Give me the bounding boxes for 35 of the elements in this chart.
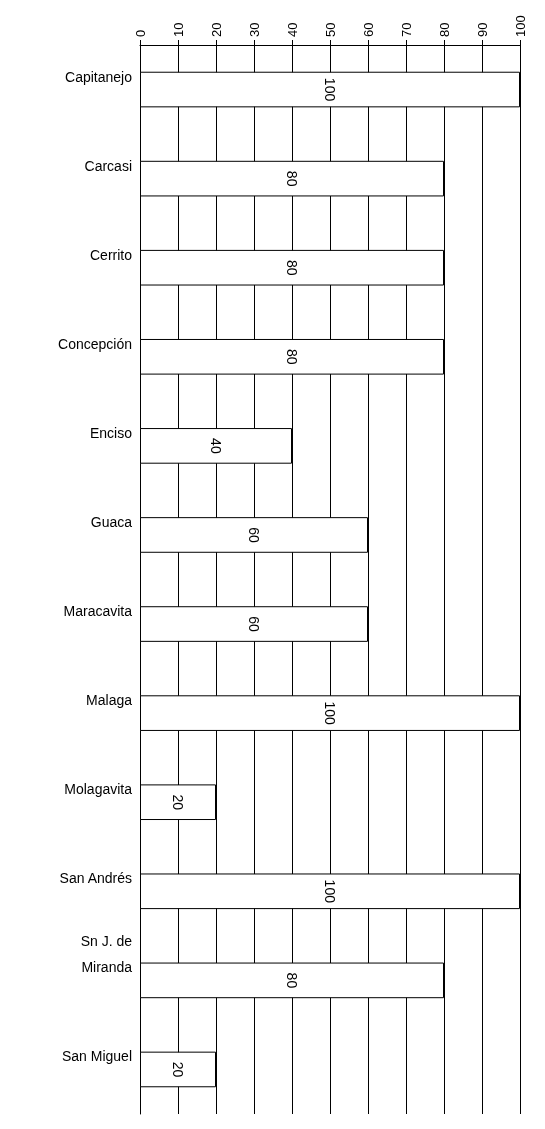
x-tick-label: 20	[208, 22, 224, 37]
y-tick-label: Enciso	[89, 424, 133, 441]
x-tick-label: 80	[436, 22, 452, 37]
x-tick-label: 100	[512, 15, 528, 37]
y-tick-label: Concepción	[58, 335, 132, 352]
x-tick-label: 30	[246, 22, 262, 37]
data-label: 20	[170, 1061, 186, 1078]
x-tick-label: 90	[474, 22, 490, 37]
data-label: 100	[322, 701, 338, 726]
data-label: 60	[246, 527, 262, 543]
x-tick-label: 70	[398, 22, 414, 37]
y-tick-label: Malaga	[86, 692, 133, 709]
data-label: 80	[284, 972, 300, 989]
data-label: 20	[170, 794, 186, 811]
x-tick-label: 60	[360, 22, 376, 37]
data-label: 100	[322, 77, 338, 102]
y-tick-label: Molagavita	[64, 781, 133, 798]
data-label: 100	[322, 879, 338, 904]
data-label: 80	[284, 259, 300, 276]
y-tick-label: Capitanejo	[65, 68, 133, 85]
x-tick-label: 10	[170, 22, 186, 37]
y-tick-label: Carcasi	[84, 157, 132, 174]
data-label: 40	[208, 438, 224, 454]
data-label: 60	[246, 616, 262, 633]
data-label: 80	[284, 349, 300, 365]
y-tick-label: San Andrés	[59, 870, 132, 887]
x-tick-label: 40	[284, 22, 300, 37]
y-tick-label: Sn J. de Miranda	[80, 933, 133, 976]
y-tick-label: Maracavita	[63, 603, 133, 620]
x-tick-label: 0	[132, 29, 148, 37]
y-tick-label: Cerrito	[89, 246, 133, 263]
x-tick-label: 50	[322, 22, 338, 37]
y-tick-label: San Miguel	[61, 1048, 132, 1065]
y-tick-label: Guaca	[90, 513, 133, 530]
data-label: 80	[284, 170, 300, 187]
